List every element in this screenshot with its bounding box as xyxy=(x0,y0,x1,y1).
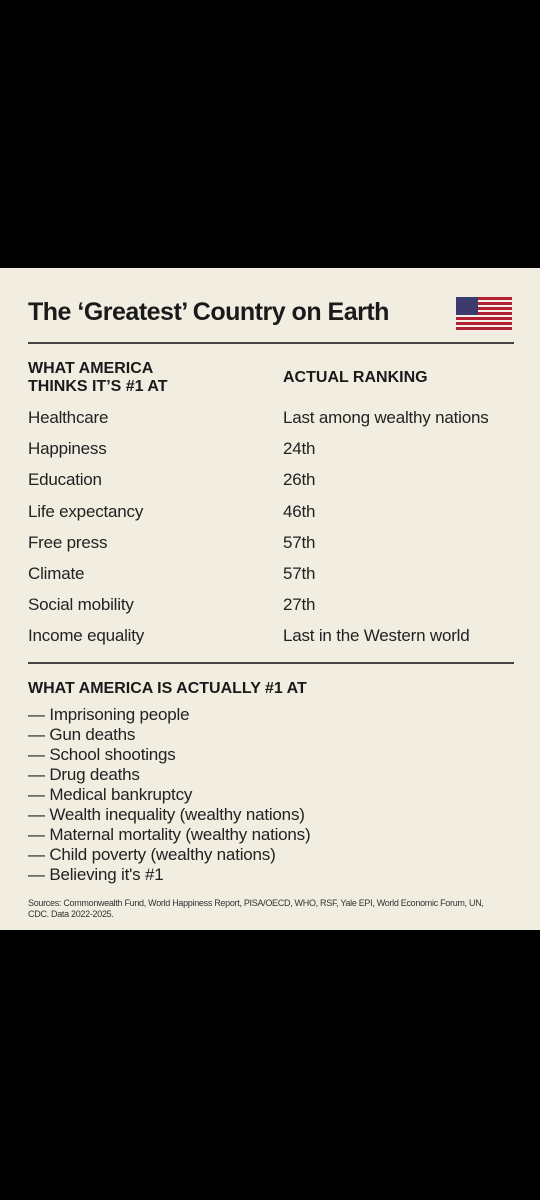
sources: Sources: Commonwealth Fund, World Happin… xyxy=(28,898,484,919)
column-header: ACTUAL RANKING xyxy=(283,369,428,386)
title: The ‘Greatest’ Country on Earth xyxy=(28,298,389,326)
ranking-cell: Last among wealthy nations xyxy=(283,408,489,427)
ranking-cell: 57th xyxy=(283,532,316,552)
ranking-cell: 26th xyxy=(283,470,316,490)
category-cell: Climate xyxy=(28,564,85,583)
list-item: — Gun deaths xyxy=(28,725,136,744)
card xyxy=(0,268,540,930)
list-item: — Maternal mortality (wealthy nations) xyxy=(28,825,311,844)
ranking-cell: 46th xyxy=(283,501,316,521)
list-item: — Medical bankruptcy xyxy=(28,785,193,804)
list-item: — Child poverty (wealthy nations) xyxy=(28,845,276,864)
list-item: — Wealth inequality (wealthy nations) xyxy=(28,805,305,824)
category-cell: Happiness xyxy=(28,439,107,459)
ranking-cell: 57th xyxy=(283,564,316,583)
divider xyxy=(28,342,514,344)
column-header: WHAT AMERICA THINKS IT’S #1 AT xyxy=(28,360,168,395)
category-cell: Income equality xyxy=(28,626,145,646)
category-cell: Free press xyxy=(28,532,108,552)
ranking-cell: Last in the Western world xyxy=(283,626,470,646)
category-cell: Social mobility xyxy=(28,595,134,615)
list-item: — Imprisoning people xyxy=(28,705,190,724)
category-cell: Education xyxy=(28,470,102,490)
section-title: WHAT AMERICA IS ACTUALLY #1 AT xyxy=(28,680,307,697)
list-item: — Believing it's #1 xyxy=(28,865,164,884)
list-item: — Drug deaths xyxy=(28,765,140,784)
flag-icon xyxy=(456,297,512,331)
list-item: — School shootings xyxy=(28,745,176,764)
category-cell: Life expectancy xyxy=(28,501,144,521)
ranking-cell: 27th xyxy=(283,595,316,615)
category-cell: Healthcare xyxy=(28,408,109,427)
divider xyxy=(28,662,514,664)
ranking-cell: 24th xyxy=(283,439,316,459)
